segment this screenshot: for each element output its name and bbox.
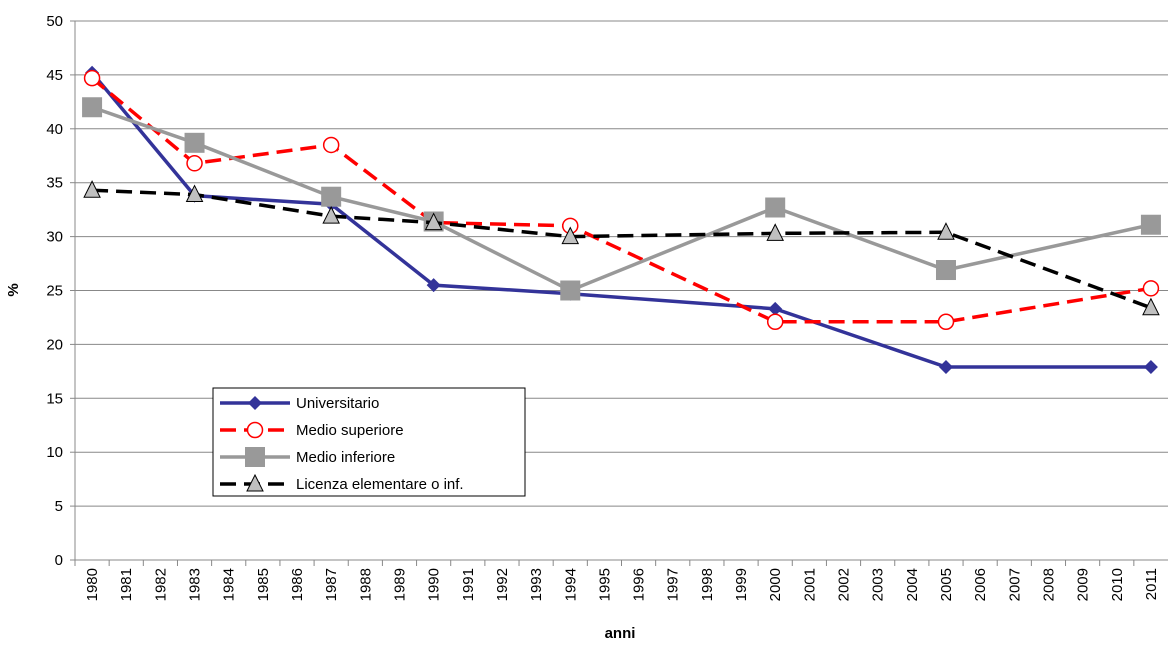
data-point	[768, 301, 783, 316]
x-tick-label: 1991	[460, 568, 477, 601]
legend-marker	[245, 447, 265, 467]
legend-marker	[246, 473, 264, 492]
x-tick-label: 2009	[1075, 568, 1092, 601]
data-point	[185, 184, 204, 203]
data-point	[186, 155, 203, 172]
x-tick-label: 1996	[631, 568, 648, 601]
data-point	[322, 205, 340, 224]
y-axis-label: %	[5, 283, 22, 296]
y-tick-label: 5	[55, 498, 63, 515]
x-tick-label: 1989	[391, 568, 408, 601]
x-tick-label: 1998	[699, 568, 716, 601]
series-line	[90, 71, 1151, 369]
data-point	[82, 97, 103, 118]
x-tick-label: 1990	[426, 568, 443, 601]
x-tick-label: 2002	[836, 568, 853, 601]
x-tick-label: 1993	[528, 568, 545, 601]
x-tick-label: 1999	[733, 568, 750, 601]
data-point	[424, 212, 443, 231]
data-point	[1140, 214, 1161, 235]
data-point	[426, 278, 441, 293]
x-tick-label: 1988	[357, 568, 374, 601]
data-point	[83, 69, 101, 87]
y-tick-label: 25	[46, 283, 63, 300]
x-tick-label: 2003	[870, 568, 887, 601]
y-tick-label: 0	[55, 552, 63, 569]
series	[83, 180, 1160, 316]
y-tick-label: 35	[46, 175, 63, 192]
y-tick-label: 50	[46, 13, 63, 30]
legend: Universitario Medio superiore Medio inferi…	[212, 387, 526, 497]
x-tick-label: 1994	[562, 568, 579, 601]
y-tick-label: 45	[46, 67, 63, 84]
data-point	[561, 226, 580, 245]
x-tick-label: 2006	[972, 568, 989, 601]
data-point	[322, 136, 340, 154]
y-tick-label: 20	[46, 336, 63, 353]
legend-marker	[248, 396, 262, 410]
x-tick-label: 2011	[1143, 568, 1160, 600]
data-point	[1143, 360, 1158, 375]
y-tick-label: 30	[46, 229, 63, 246]
x-tick-label: 2000	[767, 568, 784, 601]
legend-label: Medio superiore	[296, 422, 404, 439]
x-tick-label: 1983	[187, 568, 204, 601]
x-tick-label: 1985	[255, 568, 272, 601]
series-line	[91, 105, 1152, 293]
x-tick-label: 1982	[152, 568, 169, 601]
data-point	[765, 197, 786, 218]
legend-marker	[246, 421, 264, 439]
x-tick-label: 1986	[289, 568, 306, 601]
legend-label: Medio inferiore	[296, 449, 395, 466]
data-point	[937, 313, 955, 331]
x-tick-label: 1984	[221, 568, 238, 601]
series	[82, 97, 1161, 301]
x-axis-label: anni	[605, 625, 636, 642]
x-tick-label: 1997	[665, 568, 682, 601]
x-tick-label: 1987	[323, 568, 340, 601]
series-line	[92, 188, 1152, 310]
y-tick-label: 15	[46, 390, 63, 407]
x-tick-label: 2008	[1040, 568, 1057, 601]
y-tick-label: 10	[46, 444, 63, 461]
data-point	[1142, 297, 1160, 316]
x-tick-label: 1995	[596, 568, 613, 601]
series-line	[90, 76, 1152, 324]
x-tick-label: 2001	[801, 568, 818, 601]
x-tick-label: 2010	[1109, 568, 1126, 601]
x-tick-label: 2007	[1006, 568, 1023, 601]
data-point	[937, 222, 955, 240]
legend-box	[212, 387, 526, 497]
data-point	[938, 360, 953, 375]
legend-label: Licenza elementare o inf.	[296, 476, 464, 493]
series	[85, 65, 1158, 375]
x-tick-label: 1980	[84, 568, 101, 601]
y-tick-label: 40	[46, 121, 63, 138]
x-tick-label: 2004	[904, 568, 921, 601]
data-point	[83, 180, 101, 198]
data-point	[766, 313, 784, 331]
data-point	[1142, 280, 1160, 297]
data-point	[184, 132, 205, 153]
x-tick-label: 2005	[938, 568, 955, 601]
x-tick-label: 1981	[118, 568, 135, 601]
data-point	[935, 260, 956, 281]
data-point	[560, 280, 581, 301]
x-tick-label: 1992	[494, 568, 511, 601]
data-point	[321, 186, 342, 207]
legend-label: Universitario	[296, 395, 379, 412]
data-point	[766, 223, 785, 241]
